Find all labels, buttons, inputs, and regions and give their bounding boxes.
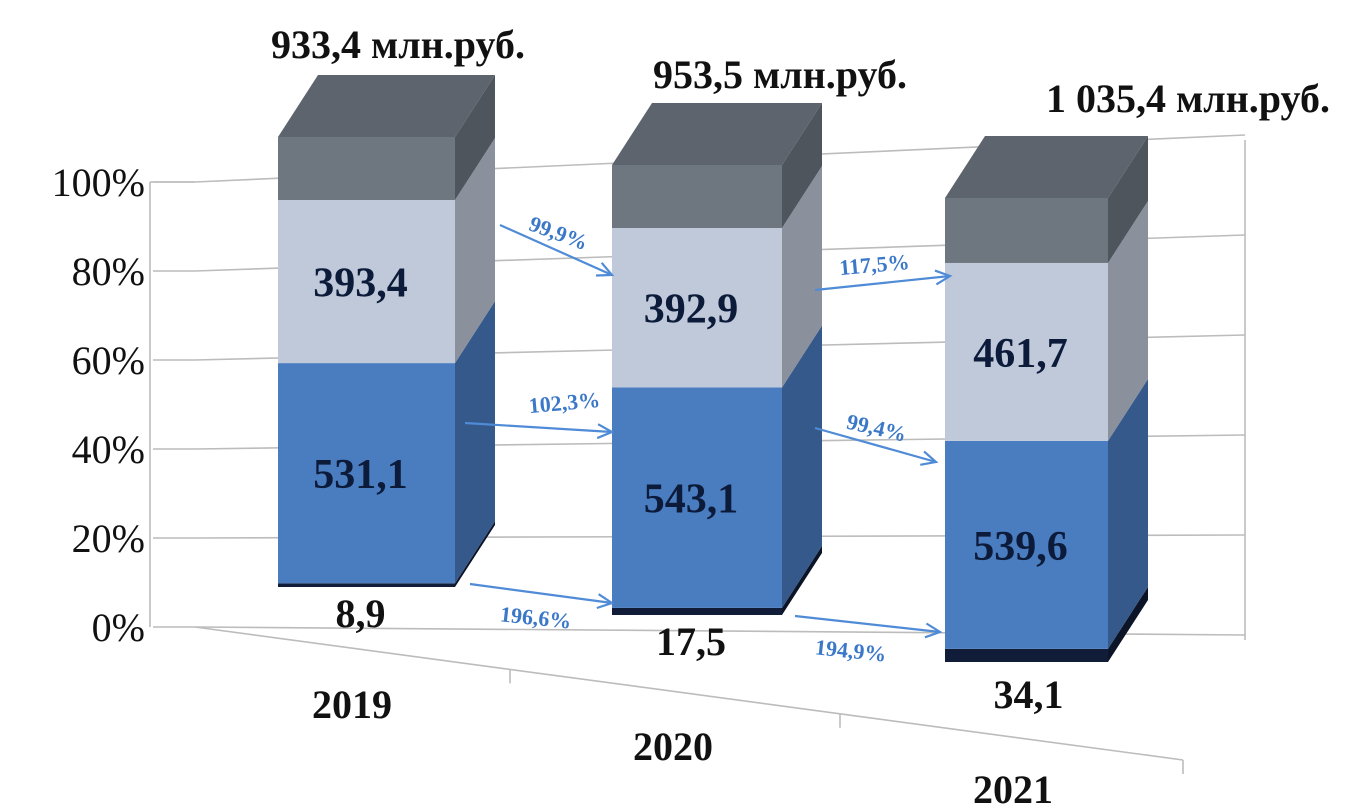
growth-arrow-head — [596, 593, 615, 610]
growth-arrow — [814, 426, 937, 464]
growth-arrow-head — [924, 622, 943, 639]
bar-segment — [278, 583, 455, 587]
data-label: 531,1 — [313, 452, 408, 498]
bar-segment — [945, 440, 1108, 649]
growth-label: 194,9% — [814, 634, 888, 666]
total-label: 953,5 млн.руб. — [653, 52, 907, 97]
data-label-small: 8,9 — [336, 591, 386, 636]
bar-side — [1108, 200, 1148, 441]
y-tick-label: 60% — [72, 338, 145, 383]
bar-segment — [945, 262, 1108, 441]
bar-segment — [278, 200, 455, 364]
bar-top — [945, 136, 1148, 198]
y-tick-label: 100% — [52, 160, 145, 205]
x-category-label: 2020 — [633, 724, 713, 769]
bar-segment — [612, 387, 782, 608]
bar-remainder — [612, 165, 782, 228]
total-label: 933,4 млн.руб. — [271, 22, 525, 67]
growth-label: 102,3% — [528, 387, 601, 418]
data-label: 461,7 — [973, 331, 1068, 377]
data-label: 393,4 — [313, 261, 408, 307]
bar-side — [1108, 378, 1148, 649]
bar-side — [455, 521, 495, 587]
bar-side — [782, 325, 822, 608]
growth-arrow — [469, 582, 613, 605]
bar-remainder — [945, 198, 1108, 263]
growth-arrow — [794, 614, 941, 634]
y-tick-label: 20% — [72, 516, 145, 561]
growth-arrow-head — [920, 450, 939, 466]
bar-segment — [612, 607, 782, 615]
bar-remainder — [278, 137, 455, 200]
x-axis-line — [194, 626, 1184, 761]
growth-arrow-head — [596, 423, 615, 440]
bar-segment — [945, 648, 1108, 662]
bar-side — [1108, 136, 1148, 263]
y-tick-label: 0% — [92, 605, 145, 650]
data-label: 539,6 — [973, 524, 1068, 570]
bar-side — [782, 166, 822, 388]
bar-side — [455, 138, 495, 364]
bar-side — [782, 545, 822, 615]
bar-side — [455, 75, 495, 200]
bar-side — [455, 301, 495, 584]
total-label: 1 035,4 млн.руб. — [1046, 76, 1330, 121]
bar-segment — [278, 363, 455, 584]
bar-segment — [612, 228, 782, 388]
x-category-label: 2021 — [973, 767, 1053, 808]
data-label: 543,1 — [644, 477, 739, 523]
bar-side — [782, 103, 822, 228]
growth-arrow — [464, 421, 613, 434]
data-label-small: 34,1 — [994, 672, 1064, 717]
growth-arrow-head — [595, 262, 615, 277]
data-label: 392,9 — [644, 287, 739, 333]
growth-label: 117,5% — [838, 249, 910, 280]
growth-arrow — [814, 274, 951, 292]
growth-label: 99,9% — [526, 211, 591, 255]
bar-top — [612, 103, 822, 165]
x-category-label: 2019 — [312, 682, 392, 727]
data-label-small: 17,5 — [656, 619, 726, 664]
growth-arrow-head — [934, 269, 953, 286]
bar-side — [1108, 586, 1148, 662]
bar-top — [278, 75, 495, 137]
growth-arrow — [499, 223, 613, 277]
y-tick-label: 40% — [72, 427, 145, 472]
y-tick-label: 80% — [72, 249, 145, 294]
